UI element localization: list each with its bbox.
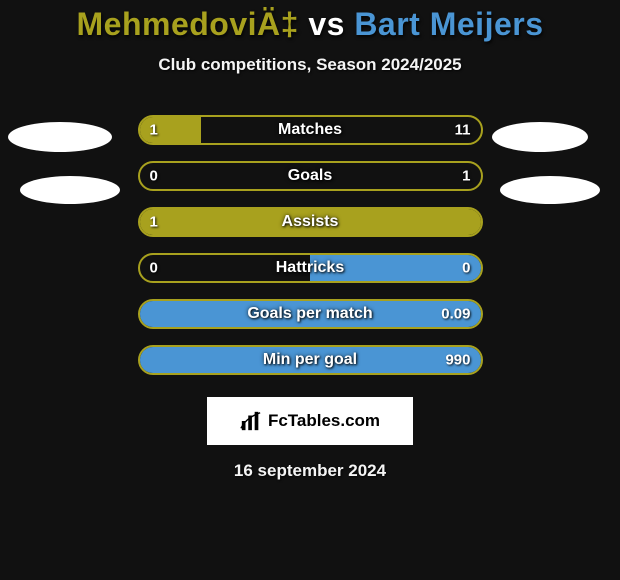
decorative-ellipse [20, 176, 120, 204]
title-vs: vs [299, 6, 354, 42]
watermark: FcTables.com [207, 397, 413, 445]
stat-label: Matches [278, 121, 342, 139]
stat-bar: Min per goal 990 [138, 345, 483, 375]
title-player-left: MehmedoviÄ‡ [77, 6, 299, 42]
title-player-right: Bart Meijers [354, 6, 543, 42]
stat-label: Goals [288, 167, 332, 185]
decorative-ellipse [8, 122, 112, 152]
page-title: MehmedoviÄ‡ vs Bart Meijers [0, 6, 620, 43]
chart-bars-icon [240, 410, 262, 432]
stat-value-left: 0 [150, 168, 158, 185]
subtitle: Club competitions, Season 2024/2025 [0, 55, 620, 75]
stat-label: Goals per match [247, 305, 372, 323]
decorative-ellipse [500, 176, 600, 204]
stat-value-right: 990 [445, 352, 470, 369]
stat-value-right: 11 [455, 122, 471, 139]
stat-label: Assists [282, 213, 339, 231]
date-text: 16 september 2024 [0, 461, 620, 481]
stat-label: Hattricks [276, 259, 344, 277]
watermark-text: FcTables.com [268, 411, 380, 431]
stat-value-right: 0 [462, 260, 470, 277]
stat-bar: 0 Goals 1 [138, 161, 483, 191]
stat-label: Min per goal [263, 351, 357, 369]
stat-value-left: 1 [150, 122, 158, 139]
stat-value-right: 0.09 [441, 306, 470, 323]
stat-bar: Goals per match 0.09 [138, 299, 483, 329]
stat-bar: 1 Assists [138, 207, 483, 237]
stat-bar: 1 Matches 11 [138, 115, 483, 145]
stats-rows: 1Matches110Goals11Assists0Hattricks0Goal… [0, 115, 620, 375]
stat-value-right: 1 [462, 168, 470, 185]
decorative-ellipse [492, 122, 588, 152]
stat-bar: 0 Hattricks 0 [138, 253, 483, 283]
comparison-card: MehmedoviÄ‡ vs Bart Meijers Club competi… [0, 0, 620, 580]
stat-value-left: 1 [150, 214, 158, 231]
stat-value-left: 0 [150, 260, 158, 277]
